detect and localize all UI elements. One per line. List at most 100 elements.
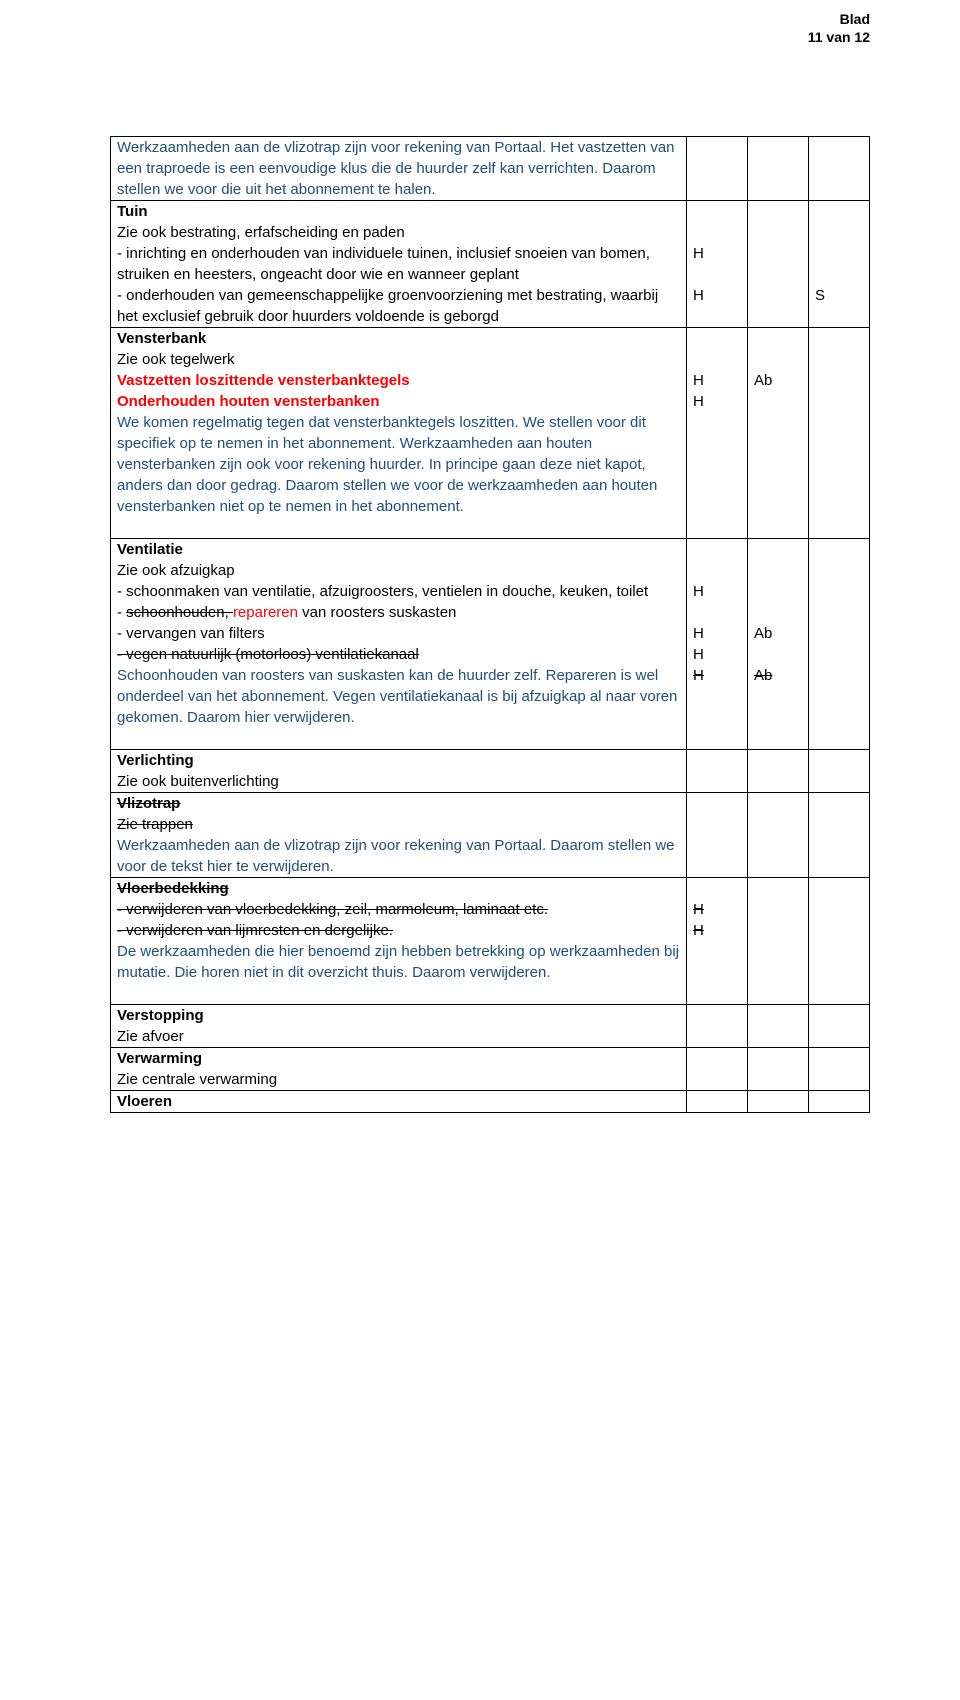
cell-line <box>693 264 741 285</box>
cell-line <box>693 201 741 222</box>
document-page: Blad 11 van 12 Werkzaamheden aan de vliz… <box>0 0 960 1153</box>
text-line: - verwijderen van lijmresten en dergelij… <box>117 920 680 941</box>
table-row: VentilatieZie ook afzuigkap- schoonmaken… <box>111 539 870 750</box>
c3-cell <box>809 137 870 201</box>
text-line: Zie ook buitenverlichting <box>117 771 680 792</box>
text-line: Onderhouden houten vensterbanken <box>117 391 680 412</box>
main-cell: VerwarmingZie centrale verwarming <box>111 1048 687 1091</box>
main-cell: VlizotrapZie trappenWerkzaamheden aan de… <box>111 793 687 878</box>
table-row: VerstoppingZie afvoer <box>111 1005 870 1048</box>
c1-cell: HH <box>687 328 748 539</box>
text-segment: van roosters suskasten <box>302 604 456 621</box>
cell-line: H <box>693 285 741 306</box>
table-row: VlizotrapZie trappenWerkzaamheden aan de… <box>111 793 870 878</box>
table-row: Vloeren <box>111 1091 870 1113</box>
cell-line <box>693 412 741 433</box>
c3-cell <box>809 539 870 750</box>
c3-cell <box>809 1048 870 1091</box>
cell-line: Ab <box>754 665 802 686</box>
text-line: Zie centrale verwarming <box>117 1069 680 1090</box>
cell-line <box>693 707 741 728</box>
main-cell: VerlichtingZie ook buitenverlichting <box>111 750 687 793</box>
cell-line <box>754 707 802 728</box>
document-table: Werkzaamheden aan de vlizotrap zijn voor… <box>110 136 870 1113</box>
main-cell: VentilatieZie ook afzuigkap- schoonmaken… <box>111 539 687 750</box>
c2-cell <box>748 1005 809 1048</box>
cell-line <box>693 306 741 327</box>
c2-cell <box>748 1048 809 1091</box>
cell-line <box>754 539 802 560</box>
text-line: - inrichting en onderhouden van individu… <box>117 243 680 285</box>
cell-line <box>693 560 741 581</box>
text-line: - schoonhouden, repareren van roosters s… <box>117 602 680 623</box>
c1-cell: HH <box>687 878 748 1005</box>
c1-cell: H H <box>687 201 748 328</box>
cell-line <box>754 433 802 454</box>
text-line: Werkzaamheden aan de vlizotrap zijn voor… <box>117 835 680 877</box>
cell-line: H <box>693 920 741 941</box>
c3-cell <box>809 328 870 539</box>
text-line: - onderhouden van gemeenschappelijke gro… <box>117 285 680 327</box>
text-line: Zie ook bestrating, erfafscheiding en pa… <box>117 222 680 243</box>
c2-cell: Ab <box>748 328 809 539</box>
text-line: Vlizotrap <box>117 793 680 814</box>
cell-line <box>815 306 863 327</box>
cell-line <box>693 602 741 623</box>
cell-line <box>693 475 741 496</box>
cell-line: Ab <box>754 370 802 391</box>
c3-cell: S <box>809 201 870 328</box>
text-line: Verwarming <box>117 1048 680 1069</box>
text-line: Zie afvoer <box>117 1026 680 1047</box>
cell-line: H <box>693 665 741 686</box>
c1-cell <box>687 137 748 201</box>
cell-line <box>693 222 741 243</box>
c1-cell <box>687 793 748 878</box>
text-line: Vloerbedekking <box>117 878 680 899</box>
text-line: - schoonmaken van ventilatie, afzuigroos… <box>117 581 680 602</box>
cell-line <box>754 496 802 517</box>
text-line: We komen regelmatig tegen dat vensterban… <box>117 412 680 517</box>
cell-line <box>754 328 802 349</box>
cell-line <box>754 412 802 433</box>
table-row: VerwarmingZie centrale verwarming <box>111 1048 870 1091</box>
cell-line <box>693 349 741 370</box>
main-cell: VerstoppingZie afvoer <box>111 1005 687 1048</box>
cell-line <box>693 686 741 707</box>
cell-line <box>754 581 802 602</box>
cell-line <box>754 349 802 370</box>
c1-cell <box>687 1048 748 1091</box>
c3-cell <box>809 750 870 793</box>
text-line: Verstopping <box>117 1005 680 1026</box>
table-row: TuinZie ook bestrating, erfafscheiding e… <box>111 201 870 328</box>
main-cell: Vloerbedekking- verwijderen van vloerbed… <box>111 878 687 1005</box>
cell-line <box>815 222 863 243</box>
text-segment: - <box>117 604 126 621</box>
main-cell: VensterbankZie ook tegelwerkVastzetten l… <box>111 328 687 539</box>
text-line: De werkzaamheden die hier benoemd zijn h… <box>117 941 680 983</box>
cell-line: H <box>693 644 741 665</box>
table-row: Werkzaamheden aan de vlizotrap zijn voor… <box>111 137 870 201</box>
text-line: - verwijderen van vloerbedekking, zeil, … <box>117 899 680 920</box>
text-line: Verlichting <box>117 750 680 771</box>
cell-line <box>754 454 802 475</box>
c2-cell <box>748 201 809 328</box>
text-line: Zie trappen <box>117 814 680 835</box>
c3-cell <box>809 1091 870 1113</box>
c1-cell <box>687 1005 748 1048</box>
cell-line <box>754 517 802 538</box>
cell-line <box>693 878 741 899</box>
cell-line <box>815 243 863 264</box>
c3-cell <box>809 793 870 878</box>
text-line: Schoonhouden van roosters van suskasten … <box>117 665 680 728</box>
c1-cell <box>687 1091 748 1113</box>
cell-line <box>754 686 802 707</box>
text-segment: repareren <box>233 604 302 621</box>
cell-line <box>693 517 741 538</box>
cell-line <box>815 201 863 222</box>
cell-line <box>754 644 802 665</box>
cell-line <box>693 496 741 517</box>
cell-line <box>693 433 741 454</box>
cell-line <box>693 941 741 962</box>
c1-cell: H HHH <box>687 539 748 750</box>
cell-line <box>693 328 741 349</box>
